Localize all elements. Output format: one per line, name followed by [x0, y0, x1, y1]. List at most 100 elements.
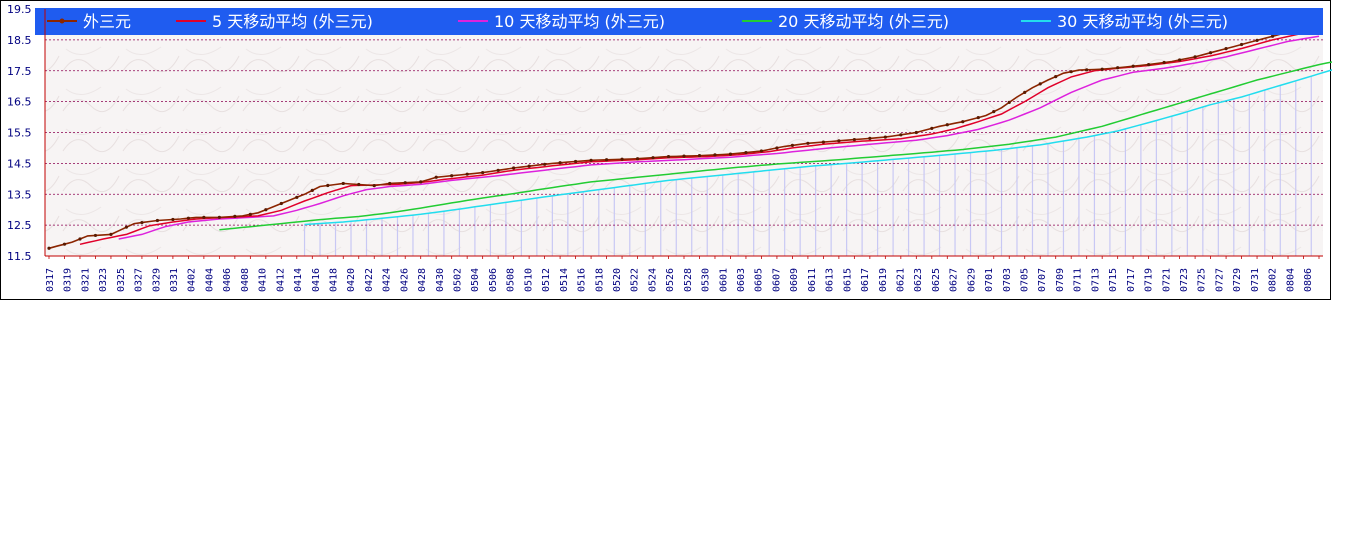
x-tick-label: 0528	[683, 268, 694, 292]
x-tick-label: 0516	[577, 268, 588, 292]
data-point	[1208, 51, 1213, 55]
x-tick-label: 0426	[399, 268, 410, 292]
data-point	[899, 133, 903, 137]
series-line	[118, 35, 1320, 240]
x-tick-label: 0605	[754, 268, 765, 292]
data-point	[279, 201, 283, 206]
series-lines	[47, 28, 1332, 250]
data-point	[93, 233, 98, 238]
x-tick-label: 0520	[612, 268, 623, 292]
x-tick-label: 0621	[895, 268, 906, 292]
x-tick-label: 0522	[630, 268, 641, 292]
data-point	[1147, 62, 1151, 67]
data-point	[1270, 34, 1275, 38]
data-point	[914, 130, 918, 135]
x-tick-label: 0601	[718, 268, 729, 292]
y-tick-label: 12.5	[7, 219, 32, 232]
x-tick-label: 0629	[966, 268, 977, 292]
data-point	[310, 188, 314, 192]
x-tick-label: 0416	[311, 268, 322, 292]
data-point	[1224, 47, 1228, 51]
x-tick-label: 0627	[949, 268, 960, 292]
x-tick-label: 0323	[98, 268, 109, 292]
data-point	[78, 237, 82, 241]
data-point	[1178, 58, 1182, 62]
data-point	[264, 208, 268, 212]
x-tick-label: 0615	[842, 268, 853, 292]
data-point	[1054, 75, 1058, 79]
x-tick-label: 0526	[665, 268, 676, 292]
x-tick-label: 0404	[204, 268, 215, 292]
data-point	[62, 242, 67, 246]
data-point	[620, 157, 624, 161]
data-point	[1162, 60, 1166, 65]
x-tick-label: 0506	[488, 268, 499, 292]
x-tick-label: 0325	[116, 268, 127, 292]
x-tick-label: 0406	[222, 268, 233, 292]
x-tick-label: 0420	[346, 268, 357, 292]
x-tick-label: 0410	[258, 268, 269, 292]
x-tick-label: 0719	[1144, 268, 1155, 292]
x-tick-label: 0524	[647, 268, 658, 292]
plot-background	[45, 9, 1323, 256]
x-tick-label: 0623	[913, 268, 924, 292]
data-point	[837, 139, 841, 143]
data-point	[759, 149, 764, 153]
x-tick-label: 0703	[1002, 268, 1013, 292]
x-tick-label: 0510	[523, 268, 534, 292]
data-point	[465, 172, 469, 176]
legend-label: 10 天移动平均 (外三元)	[494, 12, 665, 31]
data-point	[419, 180, 423, 184]
data-point	[682, 154, 686, 158]
data-point	[434, 175, 438, 179]
x-tick-label: 0428	[417, 268, 428, 292]
x-tick-label: 0711	[1073, 268, 1084, 292]
x-tick-label: 0502	[453, 268, 464, 292]
volume-bars	[303, 76, 1312, 256]
x-tick-label: 0424	[382, 268, 393, 292]
y-tick-label: 18.5	[7, 34, 32, 47]
data-point	[713, 153, 717, 157]
legend-marker	[59, 18, 65, 24]
data-point	[651, 156, 655, 160]
legend-label: 外三元	[83, 12, 131, 31]
data-point	[868, 136, 872, 140]
legend-label: 30 天移动平均 (外三元)	[1057, 12, 1228, 31]
data-point	[806, 141, 810, 145]
x-tick-label: 0418	[328, 268, 339, 292]
x-tick-label: 0701	[984, 268, 995, 292]
data-point	[372, 184, 376, 188]
data-point	[790, 143, 795, 147]
data-point	[341, 181, 345, 186]
data-point	[1023, 90, 1027, 94]
x-tick-label: 0327	[134, 268, 145, 292]
x-tick-label: 0504	[470, 268, 481, 292]
data-point	[1038, 82, 1042, 86]
legend-label: 20 天移动平均 (外三元)	[778, 12, 949, 31]
x-tick-label: 0727	[1214, 268, 1225, 292]
x-tick-label: 0422	[364, 268, 375, 292]
x-tick-label: 0508	[506, 268, 517, 292]
y-tick-label: 11.5	[7, 250, 32, 263]
y-tick-label: 19.5	[7, 3, 32, 16]
data-point	[403, 181, 407, 185]
y-tick-label: 15.5	[7, 127, 32, 140]
x-tick-label: 0329	[151, 268, 162, 292]
data-point	[481, 171, 485, 175]
data-point	[852, 138, 856, 142]
data-point	[202, 215, 206, 220]
x-tick-label: 0530	[701, 268, 712, 292]
data-point	[697, 154, 702, 158]
y-tick-label: 17.5	[7, 65, 32, 78]
data-point	[1239, 42, 1244, 47]
data-point	[1007, 100, 1011, 104]
data-point	[527, 164, 531, 168]
x-tick-label: 0717	[1126, 268, 1137, 292]
data-point	[945, 123, 949, 127]
data-point	[496, 168, 500, 172]
data-point	[976, 115, 980, 120]
x-tick-label: 0707	[1037, 268, 1048, 292]
data-point	[1069, 70, 1073, 74]
data-point	[217, 215, 221, 220]
x-tick-label: 0609	[789, 268, 800, 292]
